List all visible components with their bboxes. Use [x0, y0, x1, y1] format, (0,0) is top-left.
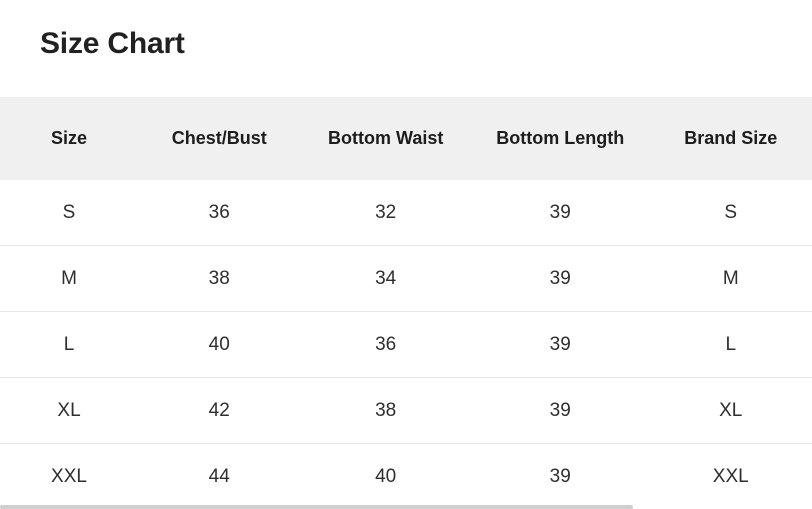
table-row: XXL 44 40 39 XXL	[0, 444, 812, 509]
table-row: S 36 32 39 S	[0, 180, 812, 246]
table-row: M 38 34 39 M	[0, 246, 812, 312]
table-cell: S	[724, 201, 738, 223]
table-cell: 40	[208, 333, 230, 355]
column-header-bottom-waist: Bottom Waist	[328, 128, 444, 148]
table-cell: 39	[549, 333, 571, 355]
column-header-bottom-length: Bottom Length	[496, 128, 625, 148]
table-cell: 36	[208, 201, 230, 223]
table-row: XL 42 38 39 XL	[0, 378, 812, 444]
horizontal-scrollbar-thumb[interactable]	[0, 505, 634, 509]
table-cell: 38	[208, 267, 230, 289]
table-cell: XL	[719, 399, 743, 421]
column-header-chest-bust: Chest/Bust	[171, 128, 267, 148]
table-cell: L	[63, 333, 75, 355]
table-cell: 36	[375, 333, 397, 355]
table-cell: M	[61, 267, 77, 289]
table-cell: XXL	[51, 466, 87, 487]
table-cell: 32	[375, 201, 397, 223]
table-cell: XXL	[712, 466, 749, 487]
title-bar: Size Chart	[0, 0, 812, 97]
table-cell: 39	[549, 201, 571, 223]
table-cell: 34	[375, 267, 397, 289]
table-cell: 42	[208, 399, 230, 421]
column-header-brand-size: Brand Size	[684, 128, 778, 148]
table-cell: XL	[57, 399, 81, 421]
table-cell: 40	[375, 466, 397, 487]
table-cell: 44	[208, 466, 230, 487]
size-chart-table: Size Chest/Bust Bottom Waist Bottom Leng…	[0, 97, 812, 509]
column-header-size: Size	[51, 128, 88, 148]
table-cell: 39	[549, 267, 571, 289]
table-cell: 39	[549, 466, 571, 487]
page-title: Size Chart	[40, 26, 185, 60]
table-cell: L	[725, 333, 737, 355]
table-cell: 38	[375, 399, 397, 421]
table-cell: 39	[549, 399, 571, 421]
table-cell: M	[722, 267, 739, 289]
table-row: L 40 36 39 L	[0, 312, 812, 378]
table-header-row: Size Chest/Bust Bottom Waist Bottom Leng…	[0, 97, 812, 180]
table-cell: S	[62, 201, 76, 223]
